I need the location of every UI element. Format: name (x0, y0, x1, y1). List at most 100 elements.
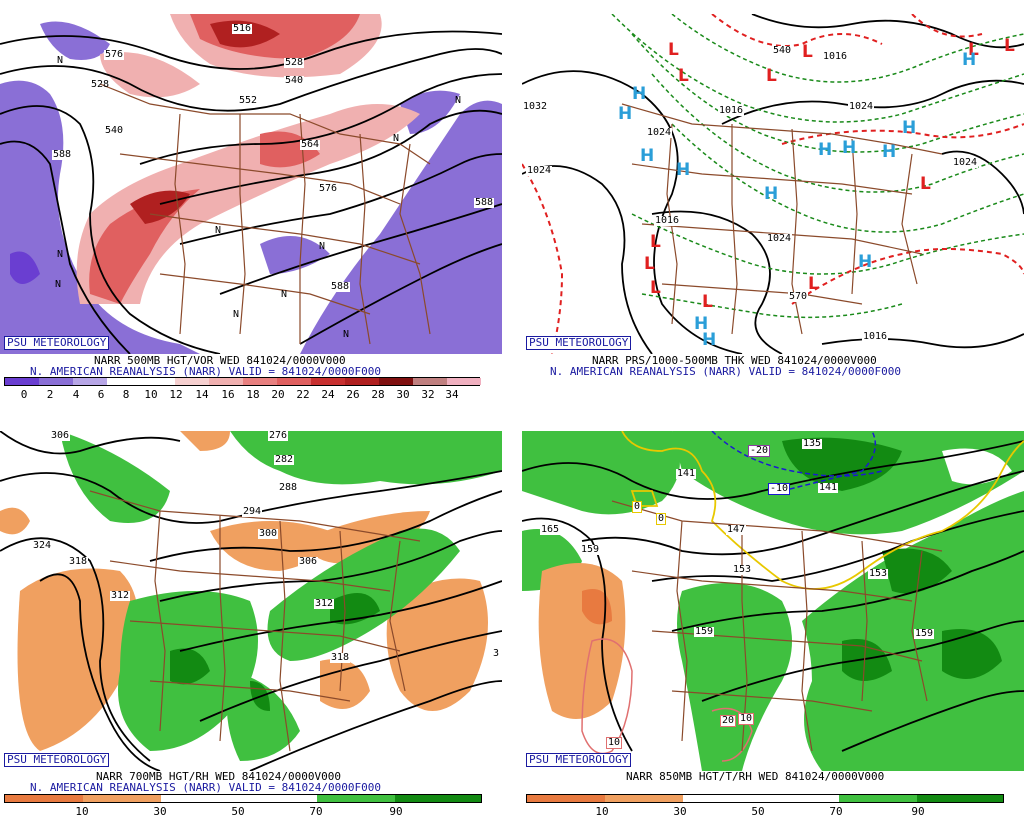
temp-label: -20 (748, 445, 771, 457)
scale-tick: 22 (296, 388, 310, 401)
scale-tick: 32 (421, 388, 435, 401)
low-marker: L (1004, 36, 1015, 56)
contour-label: 564 (300, 139, 321, 150)
low-marker: L (650, 278, 661, 298)
contour-label: 576 (104, 49, 125, 60)
scale-tick: 50 (751, 805, 765, 818)
high-marker: H (818, 140, 833, 160)
contour-label: 294 (242, 506, 263, 517)
high-marker: H (702, 330, 717, 350)
scale-tick: 10 (144, 388, 158, 401)
low-marker: L (668, 40, 679, 60)
caption-line1-500mb: NARR 500MB HGT/VOR WED 841024/0000V000 (94, 354, 346, 367)
n-label: N (393, 133, 400, 144)
contour-label: 312 (314, 598, 335, 609)
scale-tick: 8 (122, 388, 130, 401)
contour-label: 318 (68, 556, 89, 567)
high-marker: H (618, 104, 633, 124)
map-prs-thk (522, 14, 1024, 354)
contour-label: 3 (492, 648, 501, 659)
contour-label: 540 (772, 45, 793, 56)
psu-meteorology-badge: PSU METEOROLOGY (4, 753, 110, 767)
contour-label: 588 (52, 149, 73, 160)
contour-label: 276 (268, 431, 289, 441)
high-marker: H (640, 146, 655, 166)
scale-tick: 10 (75, 805, 89, 818)
low-marker: L (644, 254, 655, 274)
contour-label: 159 (914, 628, 935, 639)
rh-colorbar-850mb (526, 794, 1004, 803)
n-label: N (343, 329, 350, 340)
contour-label: 588 (474, 197, 495, 208)
contour-label: 153 (868, 568, 889, 579)
high-marker: H (764, 184, 779, 204)
high-marker: H (842, 138, 857, 158)
high-marker: H (882, 142, 897, 162)
scale-tick: 90 (911, 805, 925, 818)
caption-line1-850mb: NARR 850MB HGT/T/RH WED 841024/0000V000 (626, 770, 885, 783)
map-850mb (522, 431, 1024, 771)
contour-label: 528 (284, 57, 305, 68)
caption-line1-700mb: NARR 700MB HGT/RH WED 841024/0000V000 (96, 770, 342, 783)
contour-label: 141 (818, 482, 839, 493)
contour-label: 540 (104, 125, 125, 136)
contour-label: 1032 (522, 101, 549, 112)
low-marker: L (968, 40, 979, 60)
contour-label: 1016 (862, 331, 889, 342)
low-marker: L (802, 42, 813, 62)
contour-label: 318 (330, 652, 351, 663)
scale-tick: 50 (231, 805, 245, 818)
contour-label: 588 (330, 281, 351, 292)
low-marker: L (678, 66, 689, 86)
low-marker: L (920, 174, 931, 194)
contour-label: 306 (298, 556, 319, 567)
caption-line2-500mb: N. AMERICAN REANALYSIS (NARR) VALID = 84… (30, 365, 381, 378)
psu-meteorology-badge: PSU METEOROLOGY (526, 336, 632, 350)
contour-label: 282 (274, 454, 295, 465)
temp-label: -10 (768, 483, 791, 495)
contour-label: 570 (788, 291, 809, 302)
contour-label: 1024 (646, 127, 673, 138)
temp-label: 20 (720, 715, 737, 727)
scale-tick: 20 (271, 388, 285, 401)
n-label: N (233, 309, 240, 320)
temp-label: 10 (738, 713, 755, 725)
caption-line1-prs: NARR PRS/1000-500MB THK WED 841024/0000V… (592, 354, 877, 367)
contour-label: 1024 (848, 101, 875, 112)
scale-tick: 70 (309, 805, 323, 818)
psu-meteorology-badge: PSU METEOROLOGY (526, 753, 632, 767)
contour-label: 159 (694, 626, 715, 637)
contour-label: 1024 (952, 157, 979, 168)
contour-label: 300 (258, 528, 279, 539)
vorticity-colorbar (4, 377, 481, 386)
contour-label: 540 (284, 75, 305, 86)
contour-label: 159 (580, 544, 601, 555)
contour-label: 576 (318, 183, 339, 194)
scale-tick: 6 (97, 388, 105, 401)
contour-label: 1024 (766, 233, 793, 244)
scale-tick: 30 (396, 388, 410, 401)
scale-tick: 30 (153, 805, 167, 818)
rh-colorbar-700mb (4, 794, 482, 803)
scale-tick: 90 (389, 805, 403, 818)
n-label: N (57, 55, 64, 66)
scale-tick: 34 (445, 388, 459, 401)
contour-label: 516 (232, 23, 253, 34)
scale-tick: 28 (371, 388, 385, 401)
low-marker: L (702, 292, 713, 312)
panel-850mb-map: 165 159 147 153 141 135 159 153 141 159 … (522, 431, 1024, 771)
scale-tick: 24 (321, 388, 335, 401)
contour-label: 153 (732, 564, 753, 575)
scale-tick: 14 (195, 388, 209, 401)
contour-label: 1016 (654, 215, 681, 226)
high-marker: H (962, 50, 977, 70)
contour-label: 147 (726, 524, 747, 535)
low-marker: L (650, 232, 661, 252)
scale-tick: 10 (595, 805, 609, 818)
contour-label: 288 (278, 482, 299, 493)
scale-tick: 26 (346, 388, 360, 401)
n-label: N (281, 289, 288, 300)
scale-tick: 2 (46, 388, 54, 401)
high-marker: H (902, 118, 917, 138)
contour-label: 1016 (822, 51, 849, 62)
